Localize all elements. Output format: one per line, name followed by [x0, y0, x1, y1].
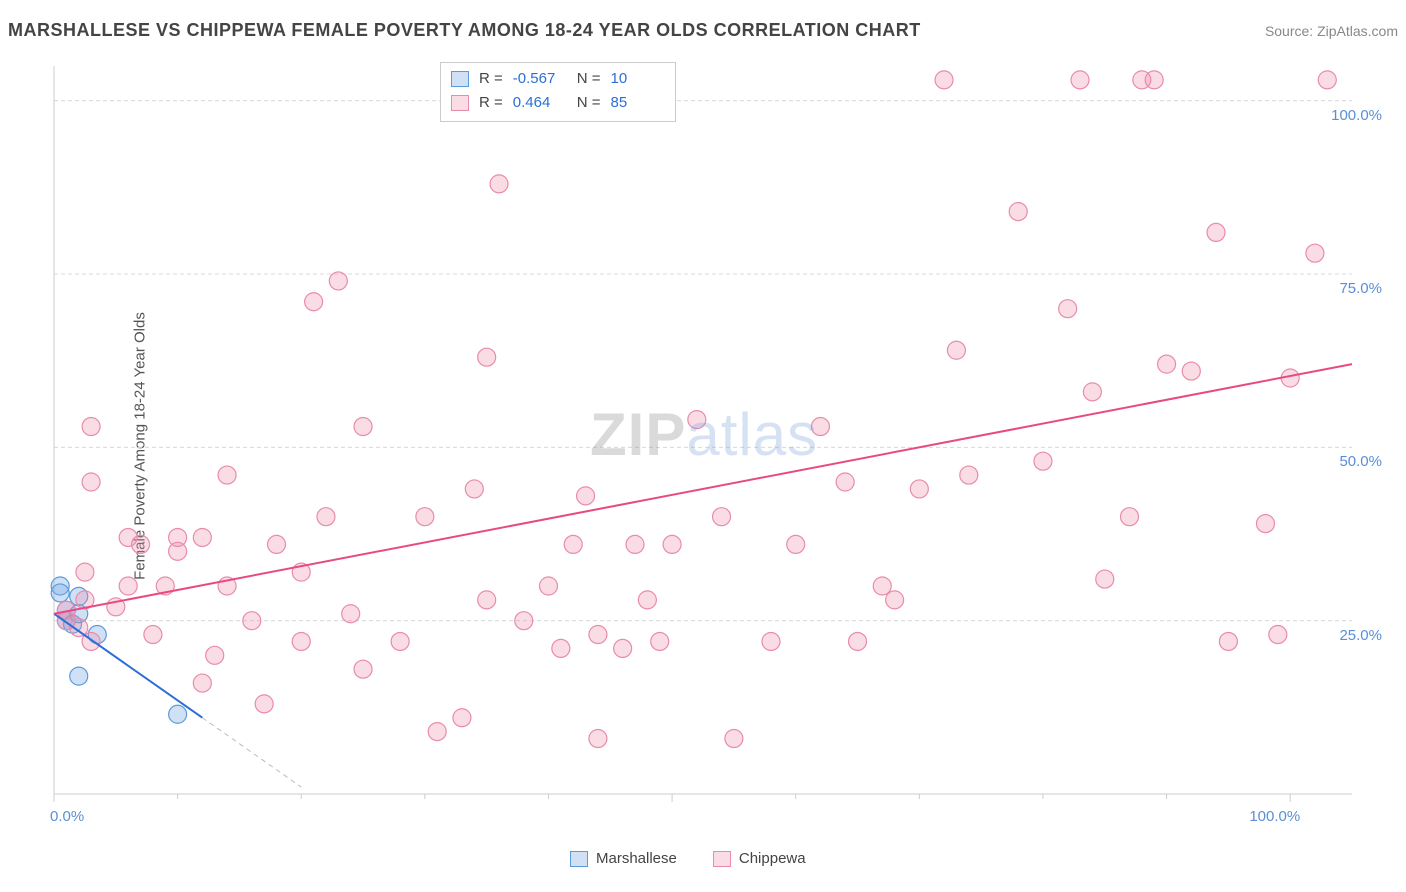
x-tick-label: 100.0% [1240, 808, 1300, 825]
r-label: R = [479, 91, 503, 115]
r-value: 0.464 [513, 91, 567, 115]
y-tick-label: 75.0% [1292, 280, 1382, 297]
legend-item: Chippewa [713, 850, 806, 867]
scatter-plot [48, 60, 1388, 830]
n-label: N = [577, 91, 601, 115]
legend-item: Marshallese [570, 850, 677, 867]
y-tick-label: 25.0% [1292, 627, 1382, 644]
n-label: N = [577, 67, 601, 91]
r-value: -0.567 [513, 67, 567, 91]
y-tick-label: 50.0% [1292, 453, 1382, 470]
n-value: 85 [611, 91, 665, 115]
series-swatch [451, 95, 469, 111]
x-tick-label: 0.0% [50, 808, 84, 825]
series-swatch [451, 71, 469, 87]
y-tick-label: 100.0% [1292, 107, 1382, 124]
plot-svg [48, 60, 1388, 830]
source-label: Source: ZipAtlas.com [1265, 23, 1398, 39]
n-value: 10 [611, 67, 665, 91]
legend-label: Chippewa [739, 850, 806, 867]
stats-row: R = 0.464 N = 85 [451, 91, 665, 115]
legend-swatch [713, 851, 731, 867]
chart-title: MARSHALLESE VS CHIPPEWA FEMALE POVERTY A… [8, 20, 921, 41]
stats-row: R = -0.567 N = 10 [451, 67, 665, 91]
legend-label: Marshallese [596, 850, 677, 867]
r-label: R = [479, 67, 503, 91]
legend-bottom: Marshallese Chippewa [570, 850, 806, 867]
legend-swatch [570, 851, 588, 867]
correlation-stats-box: R = -0.567 N = 10 R = 0.464 N = 85 [440, 62, 676, 122]
